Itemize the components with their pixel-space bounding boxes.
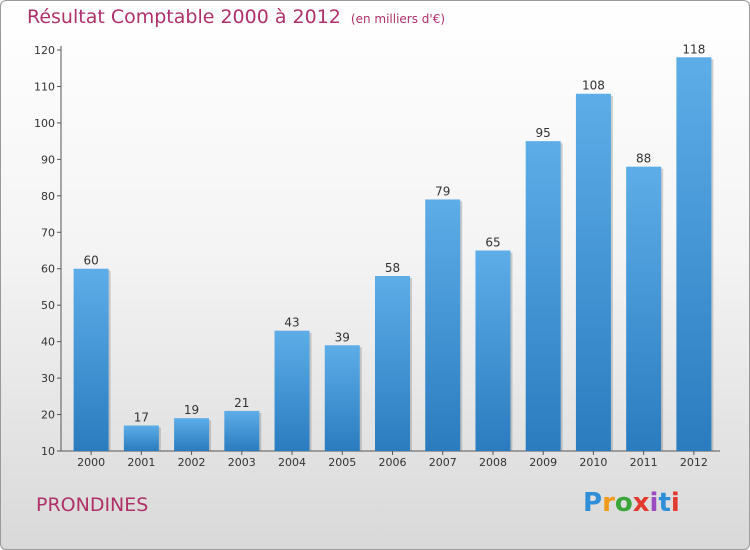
proxiti-logo: Proxiti [583, 488, 680, 518]
x-tick-label: 2010 [579, 456, 607, 469]
y-tick-label: 10 [41, 445, 55, 458]
y-tick-label: 50 [41, 299, 55, 312]
chart-title: Résultat Comptable 2000 à 2012 (en millie… [27, 6, 445, 28]
value-label: 60 [83, 254, 98, 268]
logo-letter: o [614, 488, 633, 518]
x-tick-label: 2007 [429, 456, 457, 469]
bar-2007 [425, 199, 461, 451]
bar-2004 [274, 330, 310, 451]
bar-2000 [73, 268, 109, 451]
value-label: 58 [385, 261, 400, 275]
bar-2005 [324, 345, 360, 451]
labels: 60 17 19 21 43 39 58 79 65 95 108 88 118 [83, 42, 705, 424]
y-tick-label: 60 [41, 263, 55, 276]
value-label: 118 [682, 42, 705, 56]
logo-letter: P [583, 488, 603, 518]
x-tick-label: 2000 [77, 456, 105, 469]
x-tick-label: 2004 [278, 456, 306, 469]
logo-letter: i [649, 488, 659, 518]
bar-2011 [626, 166, 662, 451]
y-tick-label: 90 [41, 153, 55, 166]
value-label: 108 [582, 79, 605, 93]
value-label: 17 [134, 410, 149, 424]
y-tick-label: 100 [34, 117, 55, 130]
y-tick-label: 40 [41, 336, 55, 349]
title-units: (en milliers d'€) [350, 12, 446, 26]
x-tick-label: 2001 [127, 456, 155, 469]
x-tick-label: 2008 [479, 456, 507, 469]
value-label: 39 [335, 330, 350, 344]
x-tick-label: 2011 [630, 456, 658, 469]
commune-name: PRONDINES [36, 494, 149, 516]
y-tick-label: 70 [41, 226, 55, 239]
x-tick-label: 2012 [680, 456, 708, 469]
value-label: 43 [284, 316, 299, 330]
value-label: 21 [234, 396, 249, 410]
value-label: 19 [184, 403, 199, 417]
logo-letter: r [602, 488, 615, 518]
x-tick-label: 2003 [228, 456, 256, 469]
bar-2010 [575, 93, 611, 451]
value-label: 95 [536, 126, 551, 140]
logo-letter: t [658, 488, 671, 518]
y-tick-label: 80 [41, 190, 55, 203]
y-tick-label: 120 [34, 44, 55, 57]
bar-2002 [174, 418, 210, 451]
value-label: 79 [435, 184, 450, 198]
y-tick-label: 20 [41, 409, 55, 422]
bar-2012 [676, 57, 712, 452]
bar-2001 [123, 425, 159, 451]
bar-2003 [224, 410, 260, 451]
bars [73, 57, 714, 452]
value-label: 88 [636, 152, 651, 166]
title-text: Résultat Comptable 2000 à 2012 [27, 6, 341, 28]
value-label: 65 [485, 236, 500, 250]
axes: 10 20 30 40 50 60 70 80 90 100 110 120 2000 2001 2002 2… [34, 44, 720, 469]
bar-2009 [525, 141, 561, 452]
y-tick-label: 110 [34, 80, 55, 93]
x-tick-label: 2002 [178, 456, 206, 469]
bar-2008 [475, 250, 511, 451]
x-tick-label: 2006 [379, 456, 407, 469]
bar-2006 [375, 276, 410, 451]
logo-letter: x [632, 488, 650, 518]
x-tick-label: 2009 [529, 456, 557, 469]
y-tick-label: 30 [41, 372, 55, 385]
x-tick-label: 2005 [328, 456, 356, 469]
logo-letter: i [670, 488, 680, 518]
